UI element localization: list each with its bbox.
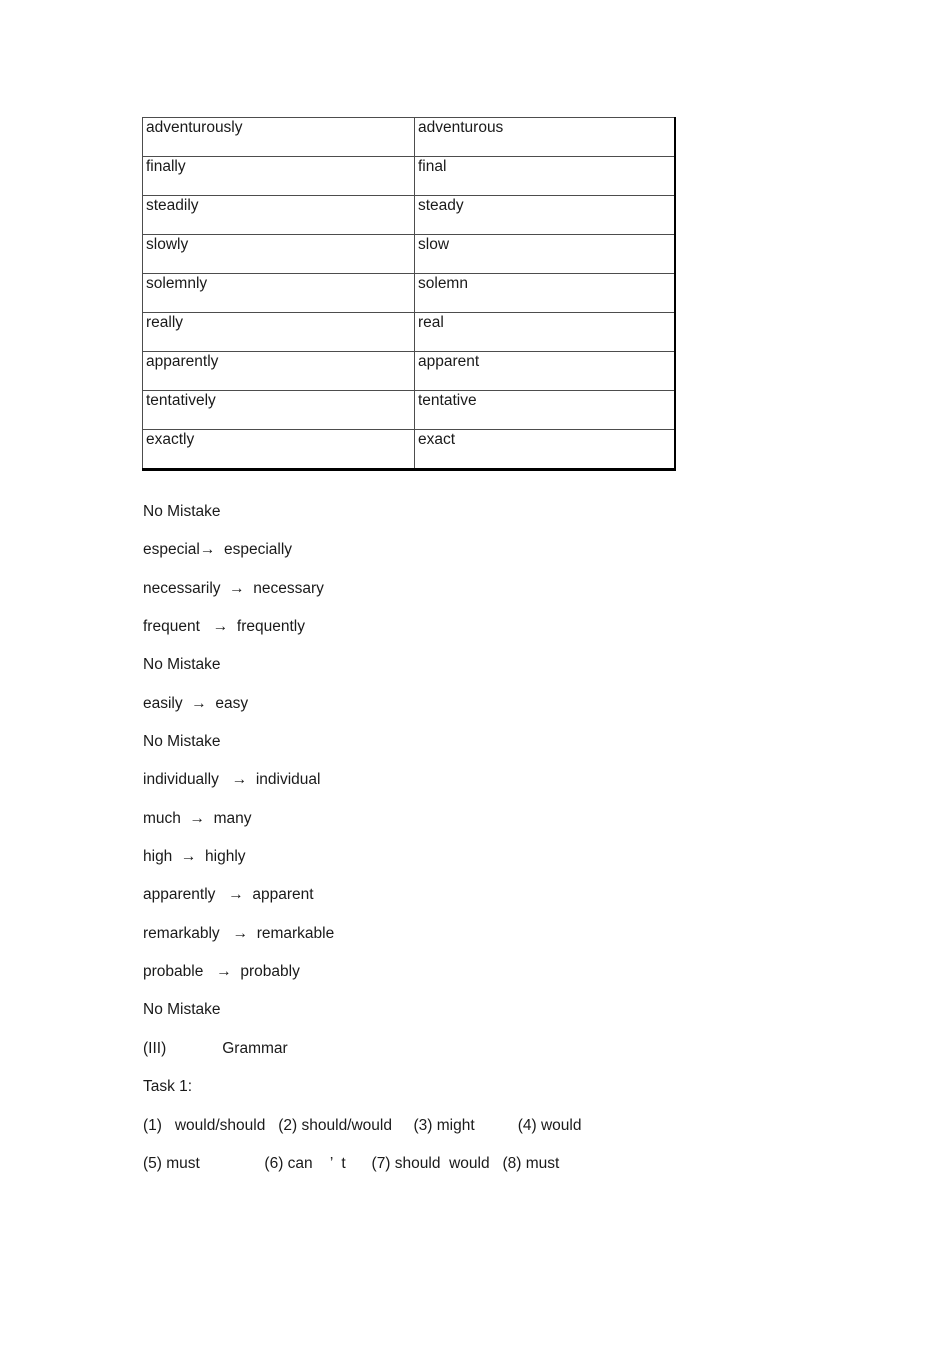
table-row: exactly exact [142,429,675,470]
adverb-adjective-table: adventurously adventurous finally final … [142,117,676,471]
table-row: finally final [142,156,675,196]
adjective-cell: steady [414,195,675,235]
answer-line: No Mistake [143,656,221,674]
adjective-cell: real [414,312,675,352]
answer-line: frequent → frequently [143,618,305,636]
adverb-cell: solemnly [142,273,415,313]
table-row: really real [142,312,675,352]
adjective-cell: slow [414,234,675,274]
table-row: tentatively tentative [142,390,675,430]
adjective-cell: final [414,156,675,196]
answer-line: easily → easy [143,694,249,712]
adjective-cell: tentative [414,390,675,430]
table-row: apparently apparent [142,351,675,391]
answer-line: No Mistake [143,1001,221,1019]
answer-line: much → many [143,809,252,827]
adverb-cell: slowly [142,234,415,274]
adverb-cell: apparently [142,351,415,391]
answer-line: No Mistake [143,503,221,520]
answer-list: No Mistake especial→ especially necessar… [143,493,923,1183]
answer-line: No Mistake [143,733,221,751]
adverb-cell: exactly [142,429,415,470]
table-row: steadily steady [142,195,675,235]
table-row: slowly slow [142,234,675,274]
answer-line: apparently → apparent [143,886,314,904]
answer-line: remarkably → remarkable [143,924,335,942]
adverb-cell: steadily [142,195,415,235]
table-row: solemnly solemn [142,273,675,313]
adjective-cell: adventurous [414,117,675,157]
task-1-answers-line-2: (5) must (6) can ’ t (7) should would (8… [143,1154,560,1172]
adjective-cell: exact [414,429,675,470]
adverb-cell: finally [142,156,415,196]
answer-line: especial→ especially [143,541,293,559]
answer-line: high → highly [143,848,246,866]
section-heading-grammar: (III) Grammar [143,1039,288,1057]
adverb-cell: really [142,312,415,352]
table-row: adventurously adventurous [142,117,675,157]
adjective-cell: solemn [414,273,675,313]
answer-line: necessarily → necessary [143,579,324,597]
adverb-cell: adventurously [142,117,415,157]
adverb-cell: tentatively [142,390,415,430]
answer-line: probable → probably [143,963,300,981]
task-1-heading: Task 1: [143,1078,193,1096]
adjective-cell: apparent [414,351,675,391]
task-1-answers-line-1: (1) would/should (2) should/would (3) mi… [143,1116,582,1134]
answer-line: individually → individual [143,771,321,789]
